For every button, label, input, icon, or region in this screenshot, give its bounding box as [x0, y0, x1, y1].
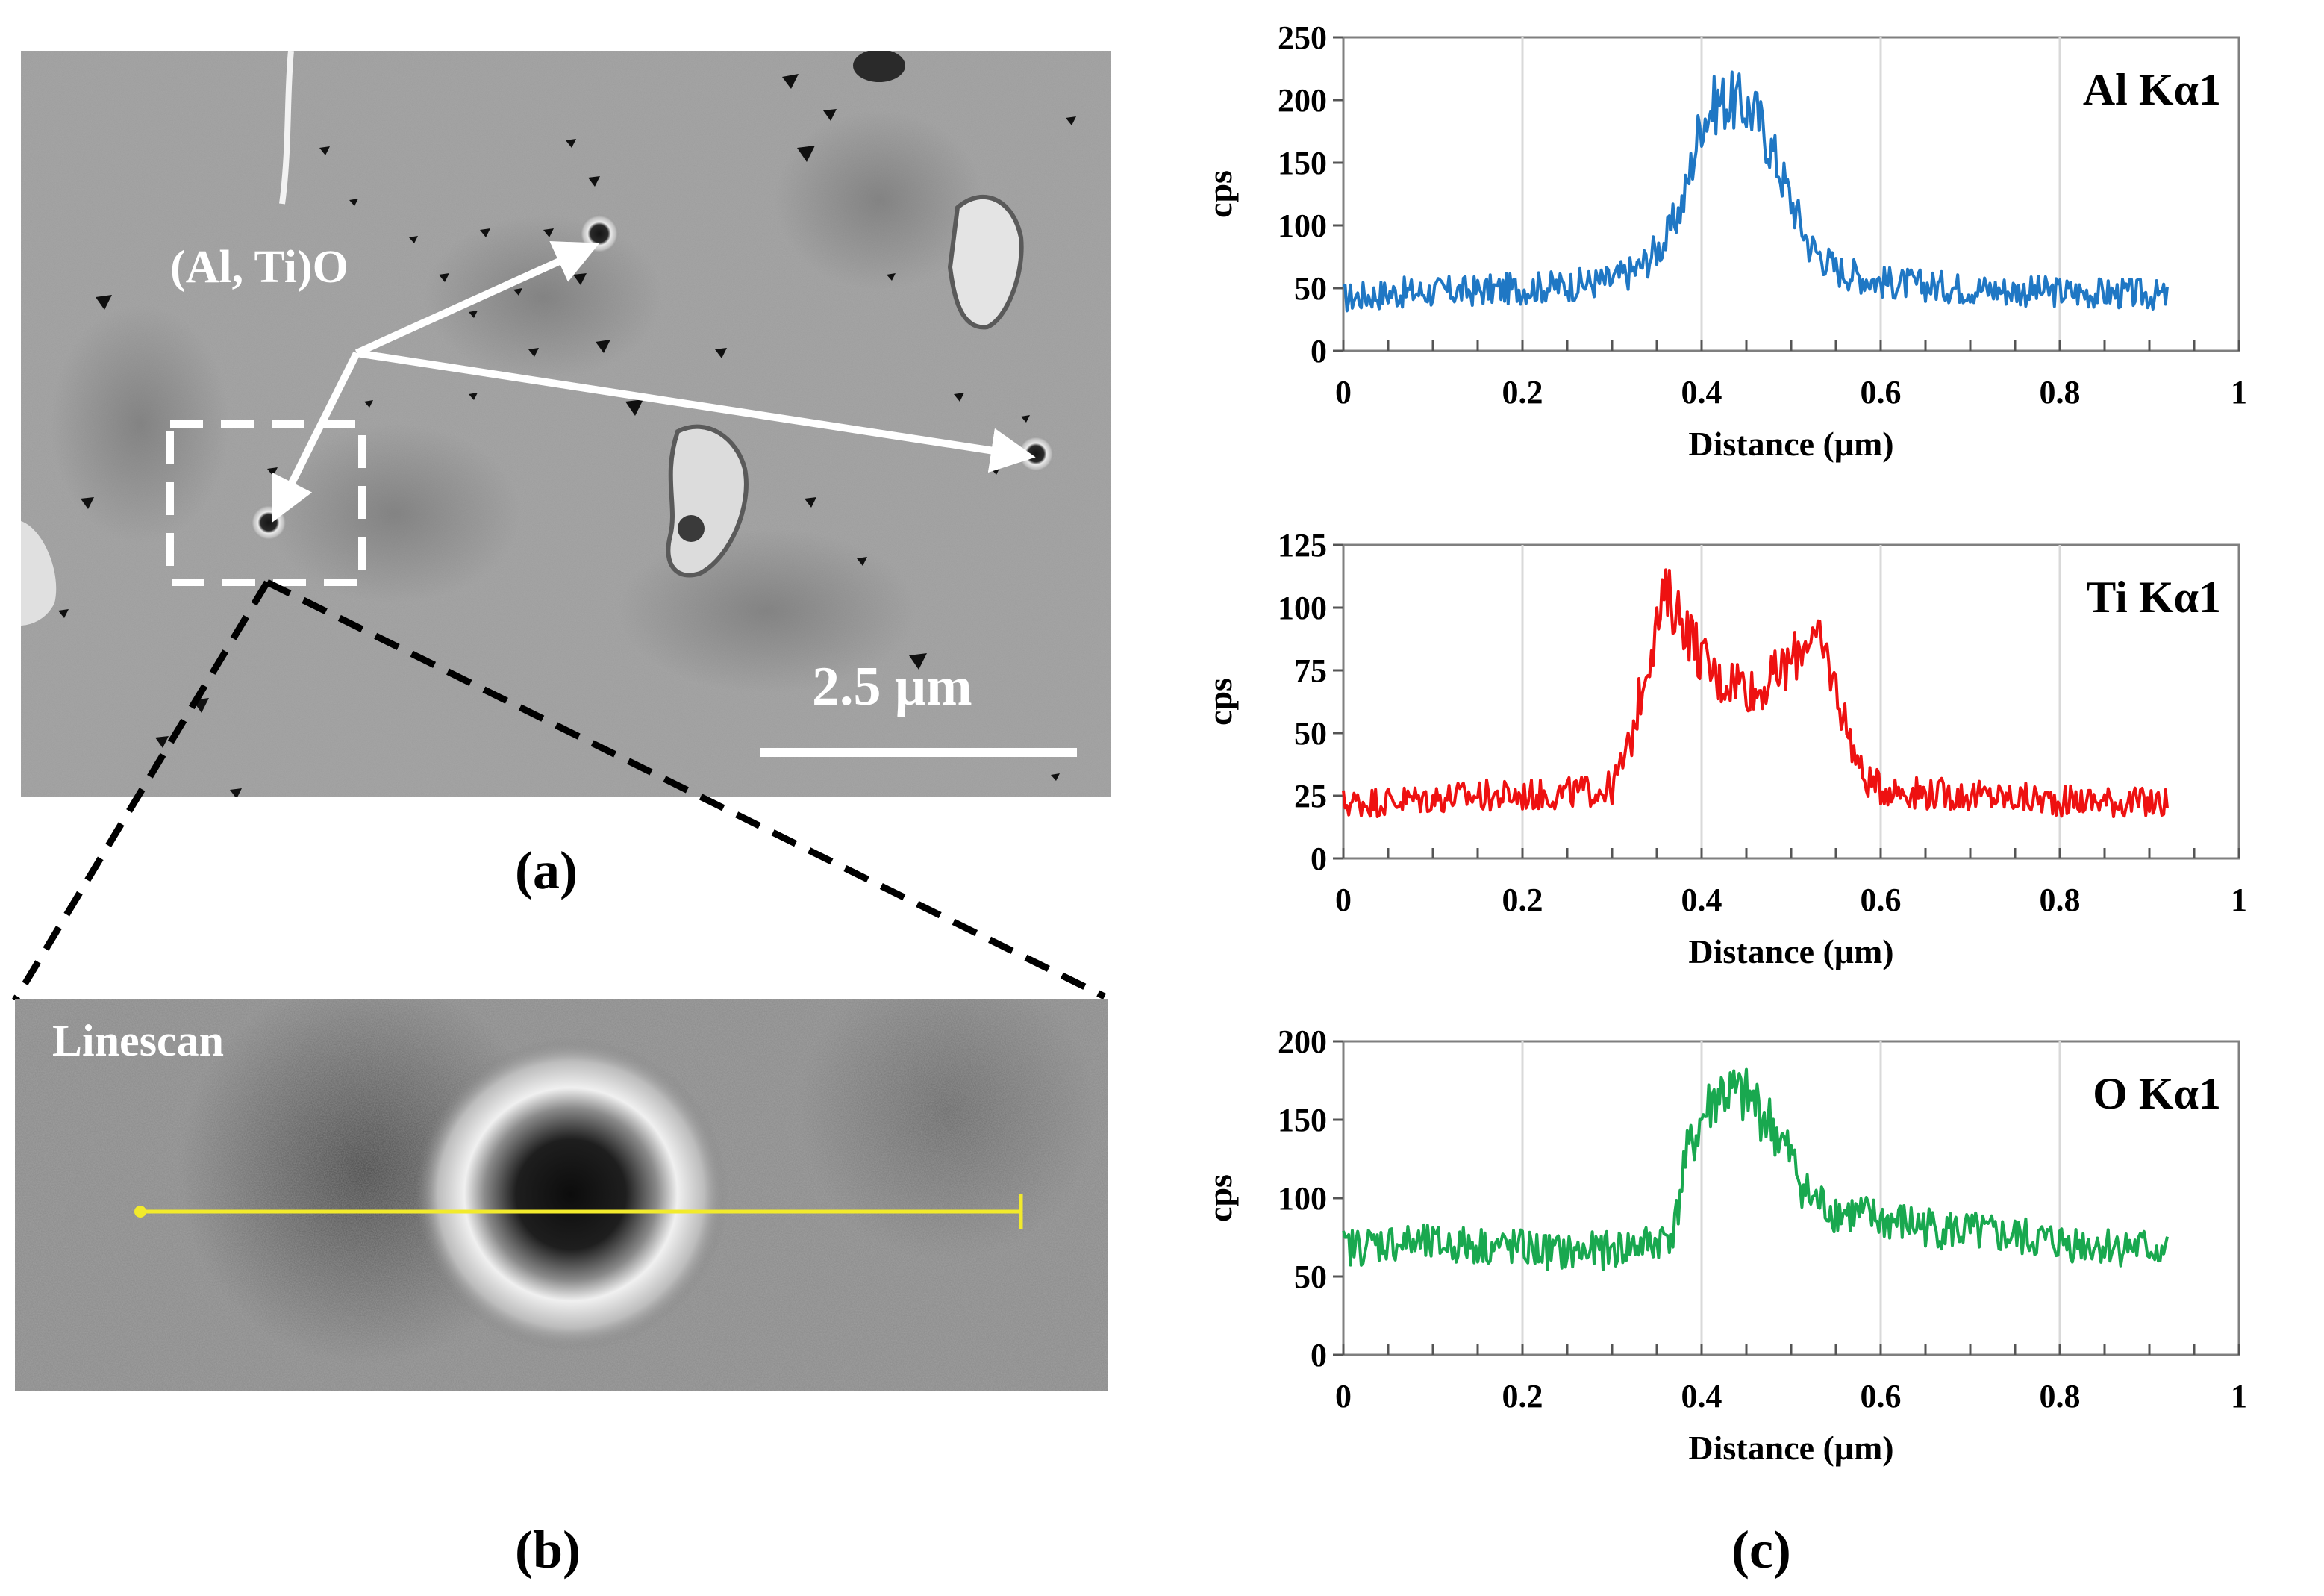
y-tick-label: 0 [1311, 333, 1327, 370]
x-tick-label: 1 [2231, 1378, 2247, 1415]
chart-ti: 0 0.2 0.4 0.6 0.8 1 0 25 50 75 100 125 Ti Kα1 Distanc… [1164, 523, 2314, 1000]
linescan-canvas [15, 961, 1108, 1391]
x-tick-label: 0.2 [1502, 1378, 1543, 1415]
sem-pore [853, 49, 905, 82]
series-line [1342, 568, 2169, 818]
arrow-1 [354, 241, 600, 357]
y-tick-label: 0 [1311, 1337, 1327, 1374]
sem-scratch [279, 50, 294, 205]
y-tick-label: 200 [1278, 1023, 1327, 1060]
linescan-start-marker [134, 1206, 146, 1218]
oxide-inclusion [1018, 436, 1054, 472]
chart-title: Al Kα1 [2083, 65, 2221, 114]
y-tick-label: 100 [1278, 208, 1327, 244]
series-line [1342, 70, 2169, 313]
sem-dark-region [775, 110, 984, 290]
linescan-label: Linescan [52, 1016, 225, 1065]
arrow-3 [272, 351, 360, 523]
sem-image-canvas [21, 49, 1111, 799]
x-tick-label: 0.6 [1861, 882, 1902, 918]
y-tick-label: 100 [1278, 590, 1327, 626]
chart-title: Ti Kα1 [2086, 573, 2221, 622]
y-tick-label: 150 [1278, 145, 1327, 181]
x-tick-label: 0.4 [1681, 1378, 1722, 1415]
x-tick-label: 0.6 [1861, 374, 1902, 411]
oxide-annotation-label: (Al, Ti)O [170, 242, 349, 293]
zoom-connector [12, 579, 1106, 1003]
chart-al: 0 0.2 0.4 0.6 0.8 1 0 50 100 150 200 250 Al Kα1 Dista… [1164, 15, 2314, 493]
scale-bar-label: 2.5 μm [812, 656, 972, 717]
sem-dark-region [424, 215, 663, 379]
y-tick-label: 50 [1294, 270, 1327, 307]
x-tick-label: 0.2 [1502, 374, 1543, 411]
x-axis-label: Distance (μm) [1688, 1429, 1893, 1467]
series-line [1342, 1067, 2169, 1271]
x-tick-label: 0.8 [2040, 374, 2081, 411]
chart-ti-svg: 0 0.2 0.4 0.6 0.8 1 0 25 50 75 100 125 Ti Kα1 Distanc… [1201, 527, 2247, 970]
y-axis-label: cps [1201, 170, 1239, 218]
y-tick-label: 150 [1278, 1102, 1327, 1138]
y-tick-label: 25 [1294, 778, 1327, 814]
annotation-arrows [272, 241, 1036, 523]
plot-area [1342, 1040, 2240, 1356]
x-tick-label: 0 [1335, 1378, 1352, 1415]
sem-pore [678, 515, 705, 542]
y-tick-label: 50 [1294, 1259, 1327, 1295]
sem-dark-region [267, 424, 521, 603]
panel-label-c: (c) [1731, 1520, 1791, 1580]
x-tick-label: 0.8 [2040, 1378, 2081, 1415]
plot-area [1342, 543, 2240, 860]
x-tick-label: 1 [2231, 374, 2247, 411]
x-tick-label: 0.8 [2040, 882, 2081, 918]
sem-bright-particle [947, 194, 1024, 330]
oxide-inclusion [251, 505, 287, 540]
chart-al-svg: 0 0.2 0.4 0.6 0.8 1 0 50 100 150 200 250 Al Kα1 Dista… [1201, 19, 2247, 463]
x-tick-label: 0.4 [1681, 374, 1722, 411]
y-tick-label: 200 [1278, 82, 1327, 119]
x-tick-label: 0.2 [1502, 882, 1543, 918]
oxide-inclusion-zoom [414, 1038, 728, 1351]
sem-dark-region [51, 305, 230, 543]
x-axis-label: Distance (μm) [1688, 932, 1893, 970]
chart-o: 0 0.2 0.4 0.6 0.8 1 0 50 100 150 200 O Kα1 Distance … [1164, 1019, 2314, 1497]
y-axis-label: cps [1201, 1174, 1239, 1222]
sem-image-a: (Al, Ti)O 2.5 μm [21, 49, 1111, 799]
x-tick-label: 0 [1335, 374, 1352, 411]
chart-title: O Kα1 [2093, 1069, 2221, 1118]
x-tick-label: 0 [1335, 882, 1352, 918]
x-axis-label: Distance (μm) [1688, 425, 1893, 463]
panel-label-a: (a) [515, 841, 578, 900]
sem-bright-particle [21, 521, 57, 626]
y-tick-label: 75 [1294, 652, 1327, 689]
linescan-region-box [166, 420, 366, 586]
x-tick-label: 0.4 [1681, 882, 1722, 918]
y-tick-label: 50 [1294, 715, 1327, 752]
x-tick-label: 0.6 [1861, 1378, 1902, 1415]
chart-o-svg: 0 0.2 0.4 0.6 0.8 1 0 50 100 150 200 O Kα1 Distance … [1201, 1023, 2247, 1467]
x-tick-label: 1 [2231, 882, 2247, 918]
linescan-image-b: Linescan [15, 961, 1108, 1391]
y-tick-label: 0 [1311, 841, 1327, 877]
arrow-2 [356, 349, 1036, 473]
oxide-inclusion [580, 214, 619, 253]
panel-label-b: (b) [515, 1520, 581, 1580]
y-axis-label: cps [1201, 678, 1239, 726]
y-tick-label: 100 [1278, 1180, 1327, 1217]
y-tick-label: 250 [1278, 19, 1327, 56]
y-tick-label: 125 [1278, 527, 1327, 564]
